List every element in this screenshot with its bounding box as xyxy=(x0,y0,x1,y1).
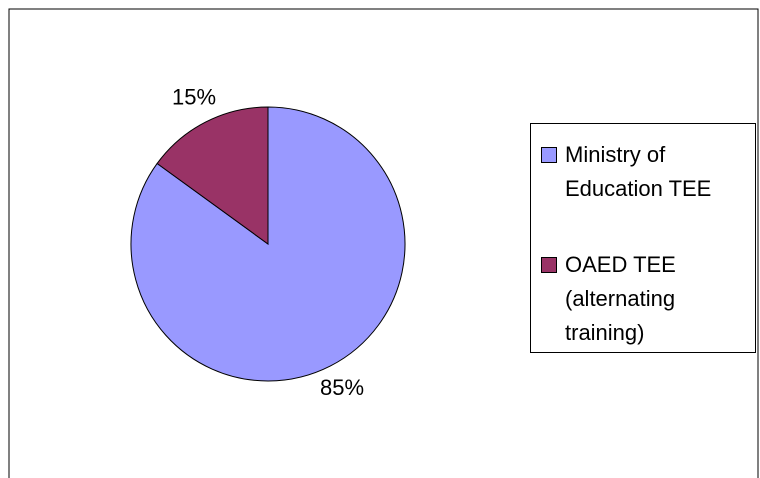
legend: Ministry of Education TEE OAED TEE (alter… xyxy=(530,123,756,353)
chart-frame xyxy=(8,8,759,478)
pie xyxy=(130,106,406,382)
pie-slice xyxy=(156,106,269,245)
legend-swatch xyxy=(541,147,557,163)
legend-item: Ministry of Education TEE xyxy=(541,138,751,206)
data-label: 85% xyxy=(320,375,364,400)
data-label: 15% xyxy=(172,85,216,110)
legend-label: Ministry of Education TEE xyxy=(565,142,712,201)
legend-item: OAED TEE (alternating training) xyxy=(541,248,751,350)
legend-swatch xyxy=(541,257,557,273)
legend-label: OAED TEE (alternating training) xyxy=(565,252,676,345)
